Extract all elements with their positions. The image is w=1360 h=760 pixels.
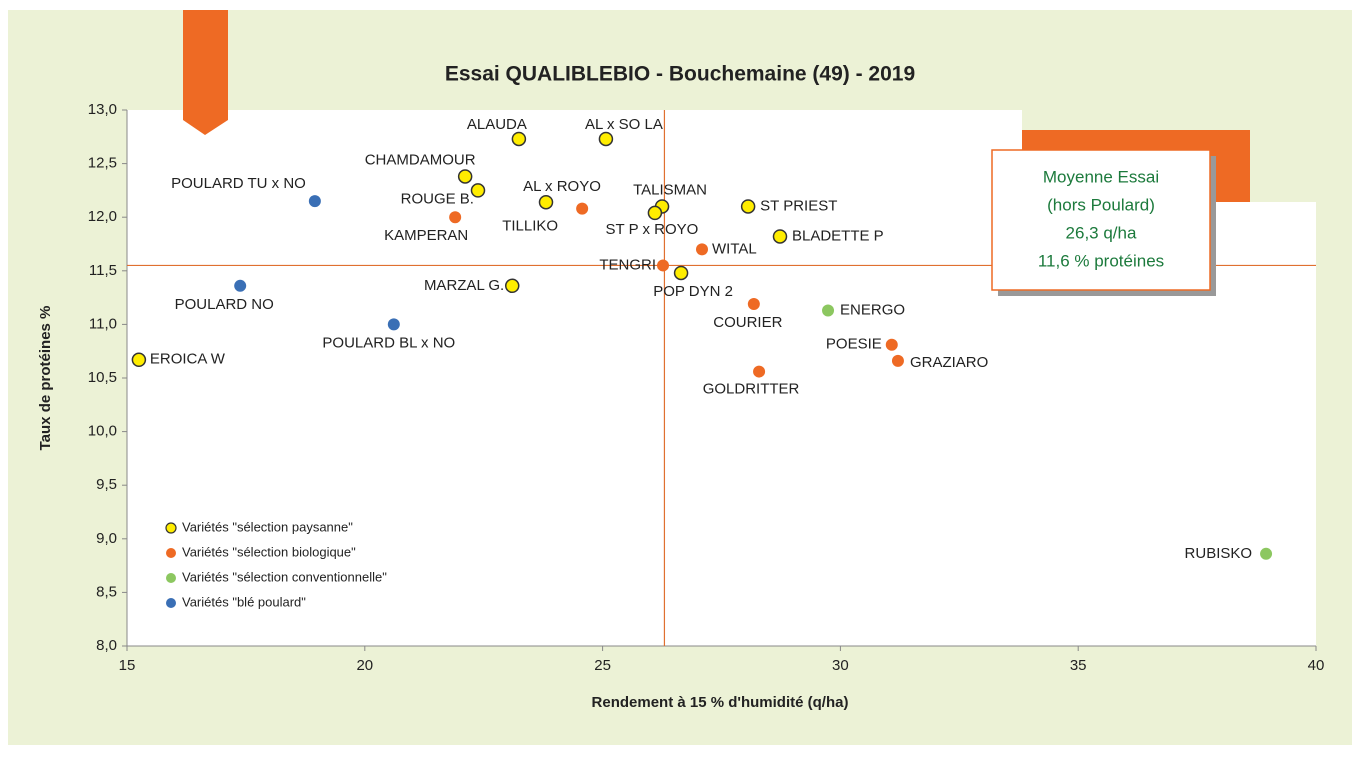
annotation-text: Moyenne Essai [1043,167,1159,186]
y-tick-label: 8,0 [96,637,117,654]
point [308,195,321,208]
point [387,318,400,331]
legend-marker [166,598,176,608]
point-label: GRAZIARO [910,354,988,371]
point-label: WITAL [712,240,757,257]
point-label: POULARD TU x NO [171,175,306,192]
point [1260,547,1273,560]
point [647,205,663,221]
x-axis-label: Rendement à 15 % d'humidité (q/ha) [592,694,849,711]
x-tick-label: 35 [1070,657,1087,674]
point [740,199,756,214]
point-label: ST PRIEST [760,197,837,214]
point-label: POULARD NO [175,296,274,313]
point-label: POULARD BL x NO [322,334,455,351]
point [538,194,554,210]
point-label: POP DYN 2 [653,283,733,300]
point-label: RUBISKO [1185,545,1253,562]
point [657,259,670,272]
point-label: TILLIKO [502,218,558,235]
point [753,365,766,378]
legend-marker [166,573,176,583]
y-tick-label: 8,5 [96,583,117,600]
point [576,202,589,215]
point-label: COURIER [713,314,782,331]
y-tick-label: 9,0 [96,530,117,547]
point [470,183,486,198]
y-tick-label: 12,5 [88,155,117,172]
point [747,298,760,311]
annotation-text: 11,6 % protéines [1038,251,1164,270]
point-label: ROUGE B. [401,190,474,207]
decoration-arrow [183,10,228,135]
point-label: AL x SO LA [585,116,663,133]
point-label: ST P x ROYO [606,221,699,238]
legend-marker [166,548,176,558]
legend-label: Variétés "sélection conventionnelle" [182,569,387,584]
point-label: BLADETTE P [792,227,884,244]
annotation-text: (hors Poulard) [1047,195,1155,214]
point [131,352,147,368]
point-label: KAMPERAN [384,227,468,244]
point [457,169,473,184]
legend-marker [165,522,177,534]
y-tick-label: 10,0 [88,423,117,440]
x-tick-label: 15 [119,657,136,674]
point-label: POESIE [826,336,882,353]
annotation-text: 26,3 q/ha [1066,223,1137,242]
point-label: EROICA W [150,351,226,368]
point [449,211,462,224]
point-label: CHAMDAMOUR [365,151,476,168]
point [891,354,904,367]
point [822,304,835,317]
point [234,279,247,292]
point-label: MARZAL G. [424,277,504,294]
x-tick-label: 25 [594,657,611,674]
y-tick-label: 12,0 [88,208,117,225]
y-tick-label: 9,5 [96,476,117,493]
point [598,131,614,147]
point-label: TALISMAN [633,181,707,198]
y-tick-label: 11,5 [89,262,117,279]
point [511,131,527,147]
point-label: AL x ROYO [523,178,601,195]
y-tick-label: 11,0 [89,315,117,332]
x-tick-label: 30 [832,657,849,674]
point [772,229,788,244]
point [885,338,898,351]
annotation-box [991,149,1211,291]
y-axis-label: Taux de protéines % [37,306,54,451]
legend-label: Variétés "sélection biologique" [182,544,356,559]
x-tick-label: 40 [1308,657,1325,674]
point-label: ALAUDA [467,116,527,133]
chart-title: Essai QUALIBLEBIO - Bouchemaine (49) - 2… [445,63,915,86]
point-label: TENGRI [599,256,656,273]
point [504,278,520,294]
legend-label: Variétés "sélection paysanne" [182,519,353,534]
y-tick-label: 10,5 [88,369,117,386]
point [673,265,689,281]
x-tick-label: 20 [356,657,373,674]
point-label: ENERGO [840,301,905,318]
point [696,243,709,256]
y-tick-label: 13,0 [88,101,117,118]
legend-label: Variétés "blé poulard" [182,594,306,609]
point-label: GOLDRITTER [703,381,800,398]
